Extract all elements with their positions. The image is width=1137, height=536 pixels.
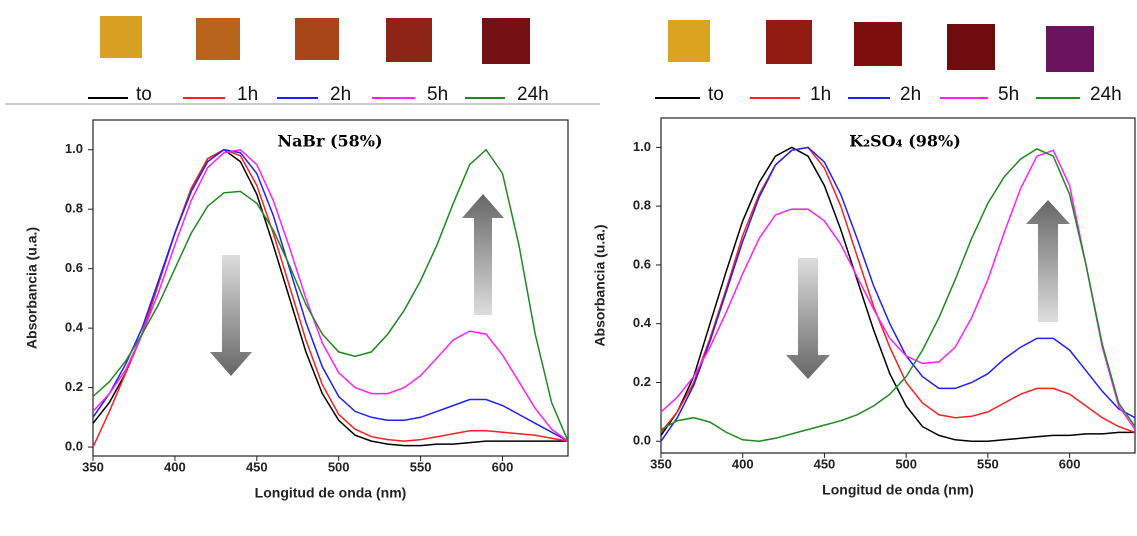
x-tick-label: 500: [895, 456, 917, 471]
legend-label: 24h: [1090, 84, 1122, 105]
arrow-down: [210, 255, 252, 376]
series-line: [92, 148, 569, 442]
legend-label: 2h: [900, 84, 921, 105]
legend-label: 1h: [237, 84, 258, 105]
x-tick-label: 500: [328, 459, 350, 474]
swatch: [386, 18, 432, 62]
legend-label: to: [136, 84, 152, 105]
x-axis-label: Longitud de onda (nm): [255, 485, 407, 501]
series-line: [660, 146, 1135, 442]
legend-label: 5h: [998, 84, 1019, 105]
x-tick-label: 600: [1059, 456, 1081, 471]
series-line: [660, 148, 1136, 442]
chart-title: NaBr (58%): [277, 132, 382, 151]
arrow-up: [462, 194, 504, 315]
y-tick-label: 1.0: [633, 139, 651, 154]
series-line: [92, 148, 569, 442]
legend-label: to: [708, 84, 724, 105]
y-tick-label: 0.4: [65, 320, 84, 335]
x-axis-label: Longitud de onda (nm): [822, 482, 974, 498]
x-tick-label: 350: [82, 459, 104, 474]
y-tick-label: 0.6: [633, 256, 651, 271]
y-tick-label: 0.8: [65, 201, 83, 216]
x-tick-label: 550: [410, 459, 432, 474]
swatches: [100, 16, 1094, 72]
y-tick-label: 0.4: [633, 315, 652, 330]
legend-label: 24h: [517, 84, 549, 105]
arrow-down: [786, 258, 830, 379]
x-tick-label: 450: [246, 459, 268, 474]
y-tick-label: 0.6: [65, 260, 83, 275]
legend-label: 2h: [330, 84, 351, 105]
legend-label: 5h: [427, 84, 448, 105]
series-line: [660, 146, 1136, 434]
swatch: [947, 24, 995, 70]
series-line: [660, 149, 1136, 430]
y-tick-label: 0.0: [65, 439, 83, 454]
y-tick-label: 0.2: [633, 374, 651, 389]
x-tick-label: 400: [164, 459, 186, 474]
x-tick-label: 350: [650, 456, 672, 471]
swatch: [482, 18, 530, 64]
swatch: [196, 18, 240, 60]
swatch: [295, 18, 339, 60]
arrow-up: [1026, 200, 1070, 322]
legend-label: 1h: [810, 84, 831, 105]
series-line: [92, 148, 569, 448]
swatch: [668, 20, 710, 62]
plot-frame: [660, 117, 1136, 454]
y-tick-label: 0.2: [65, 379, 83, 394]
plot-frame: [92, 119, 569, 457]
y-tick-label: 1.0: [65, 141, 83, 156]
swatch: [854, 22, 902, 66]
swatch: [766, 20, 812, 64]
x-tick-label: 450: [814, 456, 836, 471]
series-line: [92, 148, 569, 442]
x-tick-label: 550: [977, 456, 999, 471]
x-tick-label: 400: [732, 456, 754, 471]
y-tick-label: 0.8: [633, 198, 651, 213]
series-line: [660, 146, 1136, 442]
swatch: [1046, 26, 1094, 72]
y-axis-label: Absorbancia (u.a.): [24, 227, 40, 349]
arrows: [210, 194, 1070, 379]
y-tick-label: 0.0: [633, 433, 651, 448]
x-tick-label: 600: [492, 459, 514, 474]
y-axis-label: Absorbancia (u.a.): [592, 224, 608, 346]
series-line: [92, 148, 568, 447]
chart-title: K₂SO₄ (98%): [849, 132, 961, 151]
swatch: [100, 16, 142, 58]
